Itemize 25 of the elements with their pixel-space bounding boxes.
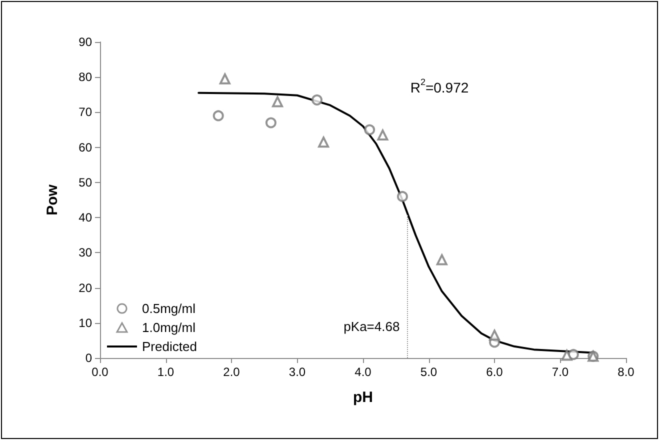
y-tick-label: 70 [78,105,92,120]
y-tick-label: 60 [78,140,92,154]
y-tick-label: 80 [78,70,92,84]
x-axis-title: pH [353,389,373,406]
x-tick-label: 5.0 [420,365,438,379]
ref-line-label: pKa=4.68 [344,318,400,334]
y-axis-title: Pow [44,184,61,216]
legend-label: 1.0mg/ml [142,320,196,335]
x-tick-label: 8.0 [618,365,635,379]
y-tick-label: 30 [78,246,92,260]
legend-label: 0.5mg/ml [142,301,196,316]
y-tick-label: 40 [78,210,92,225]
x-tick-label: 2.0 [223,365,240,379]
x-tick-label: 7.0 [552,365,569,379]
legend-label: Predicted [142,339,197,354]
x-tick-label: 0.0 [92,365,109,379]
x-tick-label: 1.0 [157,365,174,379]
x-tick-label: 3.0 [288,365,306,379]
x-tick-label: 6.0 [486,365,504,379]
y-tick-label: 10 [78,316,92,330]
y-tick-label: 90 [78,35,92,49]
x-tick-label: 4.0 [354,365,372,379]
y-tick-label: 20 [78,280,92,295]
y-tick-label: 50 [78,175,92,190]
y-tick-label: 0 [85,351,92,365]
